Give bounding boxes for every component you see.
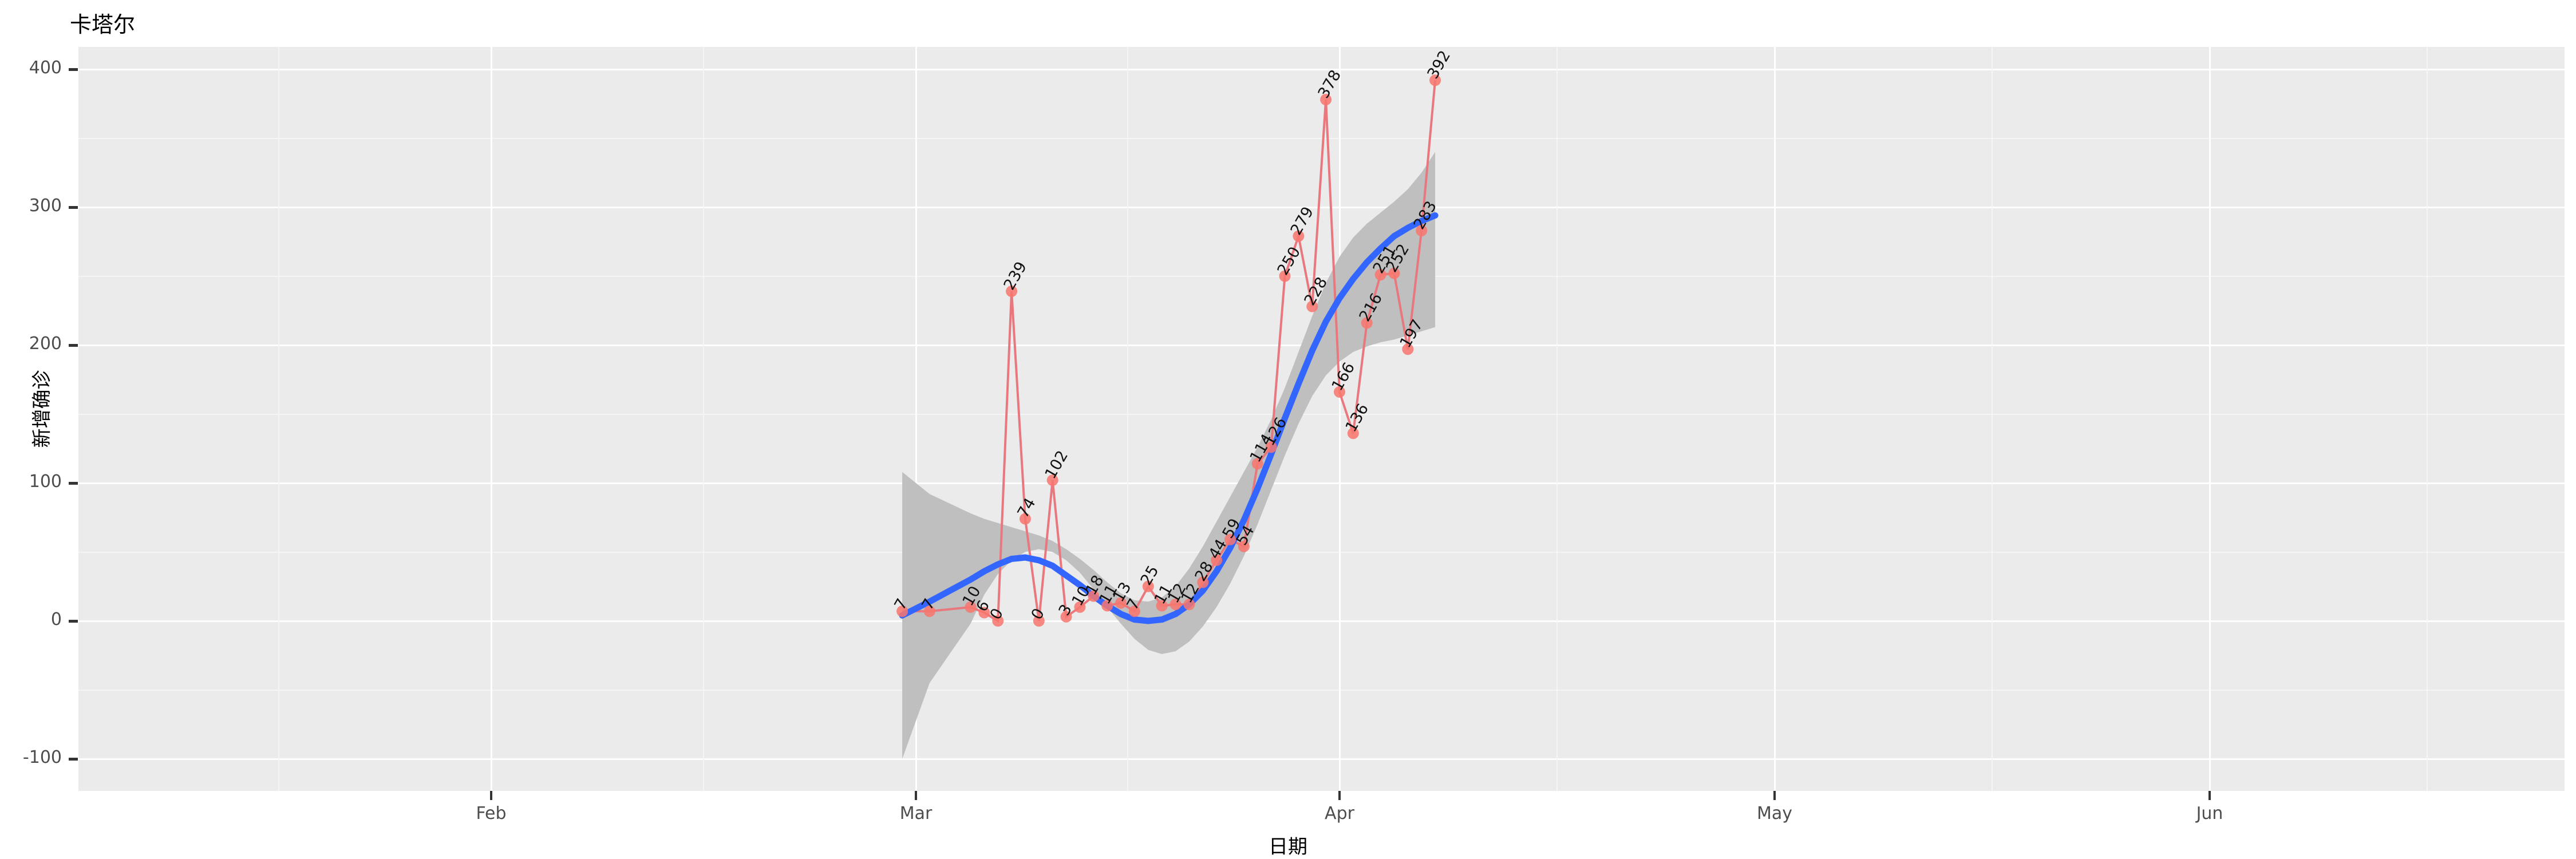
data-point[interactable] <box>896 605 908 617</box>
x-tick-label: Apr <box>1325 803 1354 824</box>
y-tick-mark <box>69 620 78 623</box>
data-point[interactable] <box>1416 224 1428 236</box>
data-point[interactable] <box>1388 267 1400 279</box>
x-axis-title: 日期 <box>1269 836 1307 858</box>
data-point[interactable] <box>923 605 935 617</box>
plot-panel: 7 7 10 6 0 239 74 0 102 3 10 18 11 13 7 25 11 12 12 28 44 59 5… <box>78 47 2565 791</box>
y-tick-mark <box>69 206 78 209</box>
grid-line-minor-v <box>278 47 279 791</box>
data-point[interactable] <box>1183 599 1195 611</box>
data-point[interactable] <box>1101 600 1113 612</box>
y-tick-label: 300 <box>29 196 62 216</box>
grid-line-major-h <box>78 69 2565 70</box>
x-tick-mark <box>915 791 917 800</box>
grid-line-minor-v <box>1556 47 1558 791</box>
data-point[interactable] <box>1156 600 1168 612</box>
grid-line-minor-h <box>78 413 2565 415</box>
data-series <box>896 74 1441 627</box>
data-point[interactable] <box>1019 513 1031 525</box>
data-point[interactable] <box>1265 441 1277 453</box>
data-point[interactable] <box>1251 458 1263 470</box>
grid-line-major-v <box>915 47 917 791</box>
series-line <box>902 80 1437 623</box>
data-point[interactable] <box>1033 615 1045 627</box>
page-title: 卡塔尔 <box>70 12 136 37</box>
y-tick-label: 400 <box>29 58 62 78</box>
data-point[interactable] <box>1128 605 1140 617</box>
grid-line-minor-v <box>703 47 704 791</box>
data-point[interactable] <box>978 607 990 619</box>
x-tick-mark <box>1773 791 1776 800</box>
data-point[interactable] <box>1320 94 1332 106</box>
data-point[interactable] <box>1347 427 1359 440</box>
grid-line-major-h <box>78 482 2565 484</box>
grid-line-minor-h <box>78 689 2565 691</box>
grid-line-minor-v <box>1127 47 1128 791</box>
data-point[interactable] <box>1374 269 1386 281</box>
data-point[interactable] <box>1088 590 1100 602</box>
y-tick-mark <box>69 68 78 71</box>
y-tick-mark <box>69 758 78 761</box>
data-point[interactable] <box>1334 386 1345 398</box>
y-tick-label: 0 <box>50 609 62 630</box>
x-tick-mark <box>1338 791 1341 800</box>
x-tick-mark <box>2208 791 2211 800</box>
data-point[interactable] <box>1361 317 1373 329</box>
grid-line-major-v <box>1339 47 1341 791</box>
data-point[interactable] <box>1197 576 1209 588</box>
x-tick-label: Jun <box>2196 803 2223 824</box>
data-point[interactable] <box>1429 74 1441 86</box>
grid-line-major-v <box>1774 47 1776 791</box>
data-point[interactable] <box>1293 230 1305 242</box>
grid-line-major-v <box>2209 47 2211 791</box>
data-point[interactable] <box>1402 343 1414 355</box>
y-tick-mark <box>69 482 78 485</box>
data-point[interactable] <box>1170 599 1182 611</box>
grid-line-major-v <box>491 47 492 791</box>
y-tick-label: -100 <box>22 747 62 767</box>
grid-line-minor-h <box>78 137 2565 139</box>
x-tick-label: Feb <box>476 803 507 824</box>
data-point[interactable] <box>992 615 1004 627</box>
data-point[interactable] <box>965 601 977 613</box>
confidence-band-area <box>902 152 1436 759</box>
confidence-band <box>902 152 1436 759</box>
data-point[interactable] <box>1006 286 1018 298</box>
data-point[interactable] <box>1046 474 1058 486</box>
grid-line-major-h <box>78 207 2565 208</box>
y-tick-label: 200 <box>29 334 62 354</box>
y-axis-title: 新增确诊 <box>30 370 54 448</box>
x-tick-mark <box>490 791 492 800</box>
y-tick-label: 100 <box>29 472 62 492</box>
data-point[interactable] <box>1306 300 1318 312</box>
y-tick-mark <box>69 344 78 347</box>
data-point[interactable] <box>1211 554 1223 566</box>
grid-line-minor-v <box>1992 47 1993 791</box>
data-point[interactable] <box>1060 611 1072 623</box>
grid-line-minor-v <box>2427 47 2428 791</box>
data-point[interactable] <box>1238 540 1250 552</box>
data-point[interactable] <box>1115 597 1127 609</box>
grid-line-major-h <box>78 758 2565 760</box>
grid-line-minor-h <box>78 275 2565 277</box>
x-tick-label: May <box>1756 803 1793 824</box>
data-point[interactable] <box>1279 270 1291 282</box>
data-point[interactable] <box>1074 601 1086 613</box>
data-point[interactable] <box>1142 580 1154 592</box>
grid-line-minor-h <box>78 551 2565 553</box>
x-tick-label: Mar <box>899 803 933 824</box>
grid-line-major-h <box>78 620 2565 622</box>
data-point[interactable] <box>1224 533 1236 545</box>
